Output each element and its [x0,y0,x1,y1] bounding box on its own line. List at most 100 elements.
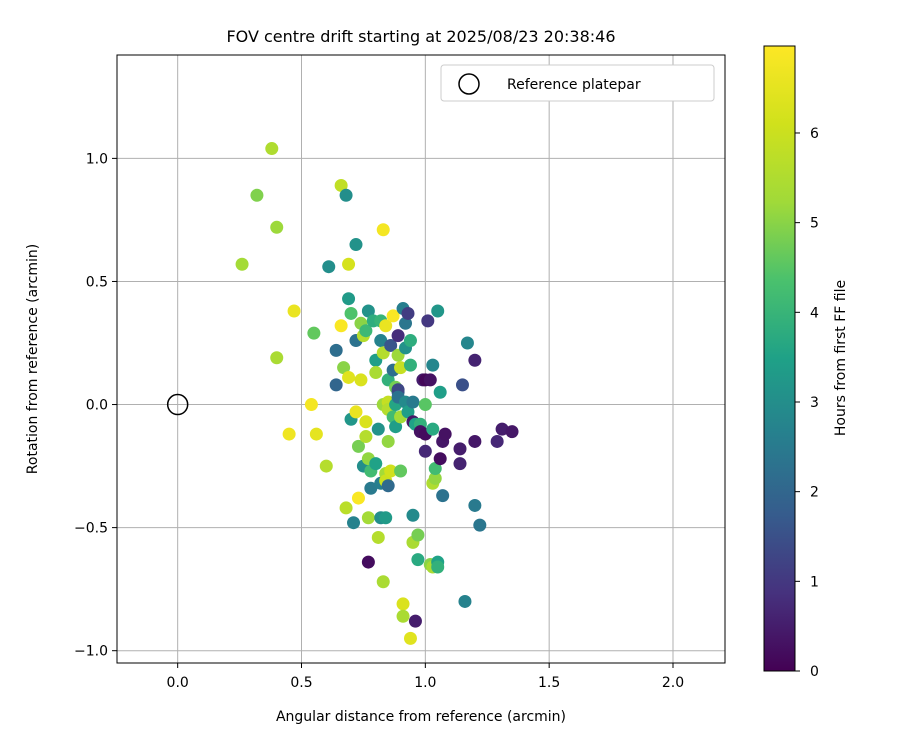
y-tick-label: −1.0 [74,644,108,660]
data-point [384,338,398,352]
legend: Reference platepar [440,64,715,102]
data-point [270,351,284,365]
data-point [304,398,318,412]
data-point [342,292,356,306]
data-point [406,395,420,409]
data-point [505,425,519,439]
data-point [495,422,509,436]
data-point [386,309,400,323]
data-point [394,464,408,478]
data-point [401,306,415,320]
data-point [391,329,405,343]
data-point [351,491,365,505]
data-point [319,459,333,473]
data-point [411,528,425,542]
data-point [436,489,450,503]
data-point [453,442,467,456]
data-point [265,142,279,156]
data-point [270,220,284,234]
data-point [421,314,435,328]
data-point [359,324,373,338]
y-axis-label: Rotation from reference (arcmin) [25,244,41,474]
colorbar-tick-label: 6 [810,126,819,142]
data-point [329,378,343,392]
data-point [250,188,264,202]
data-point [406,508,420,522]
data-point [418,398,432,412]
data-point [307,326,321,340]
data-point [403,358,417,372]
data-point [396,609,410,623]
data-point [374,334,388,348]
x-tick-label: 1.0 [414,675,436,691]
y-tick-label: 0.0 [86,398,108,414]
data-point [361,511,375,525]
data-point [490,434,504,448]
data-point [379,511,393,525]
legend-marker [458,73,480,95]
chart-title: FOV centre drift starting at 2025/08/23 … [226,27,615,46]
data-point [309,427,323,441]
y-tick-label: 0.5 [86,274,108,290]
data-point [453,457,467,471]
data-point [376,575,390,589]
data-point [433,385,447,399]
data-point [468,498,482,512]
colorbar-tick-label: 0 [810,664,819,680]
data-point [428,462,442,476]
data-point [344,306,358,320]
data-point [361,304,375,318]
data-point [460,336,474,350]
data-point [468,353,482,367]
data-point [438,427,452,441]
colorbar-gradient [763,45,796,672]
plot-area [117,55,725,663]
data-point [431,304,445,318]
data-point [389,420,403,434]
data-point [384,464,398,478]
data-point [371,422,385,436]
x-tick-label: 1.5 [538,675,560,691]
data-point [431,560,445,574]
data-point [339,188,353,202]
data-points [235,142,519,645]
data-point [364,481,378,495]
plot-frame [116,54,726,664]
data-point [376,223,390,237]
data-point [359,415,373,429]
x-tick-label: 2.0 [662,675,684,691]
y-tick-label: 1.0 [86,151,108,167]
data-point [329,343,343,357]
reference-platepar-marker [166,393,189,416]
x-tick-label: 0.0 [167,675,189,691]
data-point [468,434,482,448]
data-point [235,257,249,271]
data-point [396,597,410,611]
data-point [347,516,361,530]
data-point [359,430,373,444]
data-point [411,553,425,567]
data-point [426,422,440,436]
data-point [371,530,385,544]
x-axis-ticks: 0.0 0.5 1.0 1.5 2.0 [167,663,684,691]
x-tick-label: 0.5 [290,675,312,691]
colorbar: 0 1 2 3 4 5 6 Hours from first FF file [763,45,849,680]
data-point [403,631,417,645]
colorbar-tick-label: 1 [810,574,819,590]
data-point [379,319,393,333]
data-point [334,178,348,192]
data-point [408,614,422,628]
colorbar-tick-label: 5 [810,216,819,232]
legend-box [440,64,715,102]
y-axis-ticks: −1.0 −0.5 0.0 0.5 1.0 [74,151,117,660]
colorbar-label: Hours from first FF file [833,280,849,436]
data-point [342,370,356,384]
data-point [349,405,363,419]
data-point [401,405,415,419]
data-point [458,594,472,608]
data-point [337,361,351,375]
data-point [426,358,440,372]
data-point [334,319,348,333]
data-point [351,439,365,453]
